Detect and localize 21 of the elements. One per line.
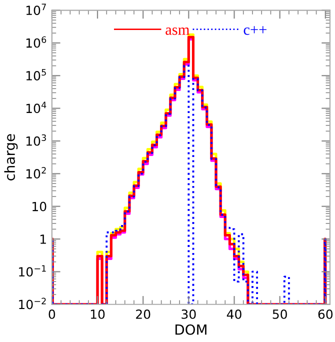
x-tick-label: 50 [272,309,287,319]
y-tick-label: 10$^{5}$ [26,69,46,80]
y-tick-label: 1 [40,234,46,244]
legend-label: asm [166,28,190,35]
x-tick-label: 60 [318,309,333,319]
x-tick-label: 0 [48,309,56,319]
y-tick-label: 10$^{2}$ [26,167,46,178]
y-tick-label: 10$^{6}$ [26,36,46,48]
y-tick-label: 10 [32,202,46,212]
y-tick-label: 10$^{4}$ [26,102,46,114]
x-axis-title: DOM [176,324,206,335]
y-axis-title: charge [4,134,18,180]
x-tick-label: 20 [136,309,150,319]
y-tick-label: 10$^{−1}$ [19,265,46,277]
y-tick-label: 10$^{3}$ [26,134,46,146]
y-tick-label: 10$^{−2}$ [19,298,46,310]
y-tick-label: 10$^{7}$ [26,4,46,16]
x-tick-label: 10 [90,309,105,319]
x-tick-label: 30 [182,309,196,319]
legend-label: c++ [244,26,266,35]
x-tick-label: 40 [226,309,242,319]
